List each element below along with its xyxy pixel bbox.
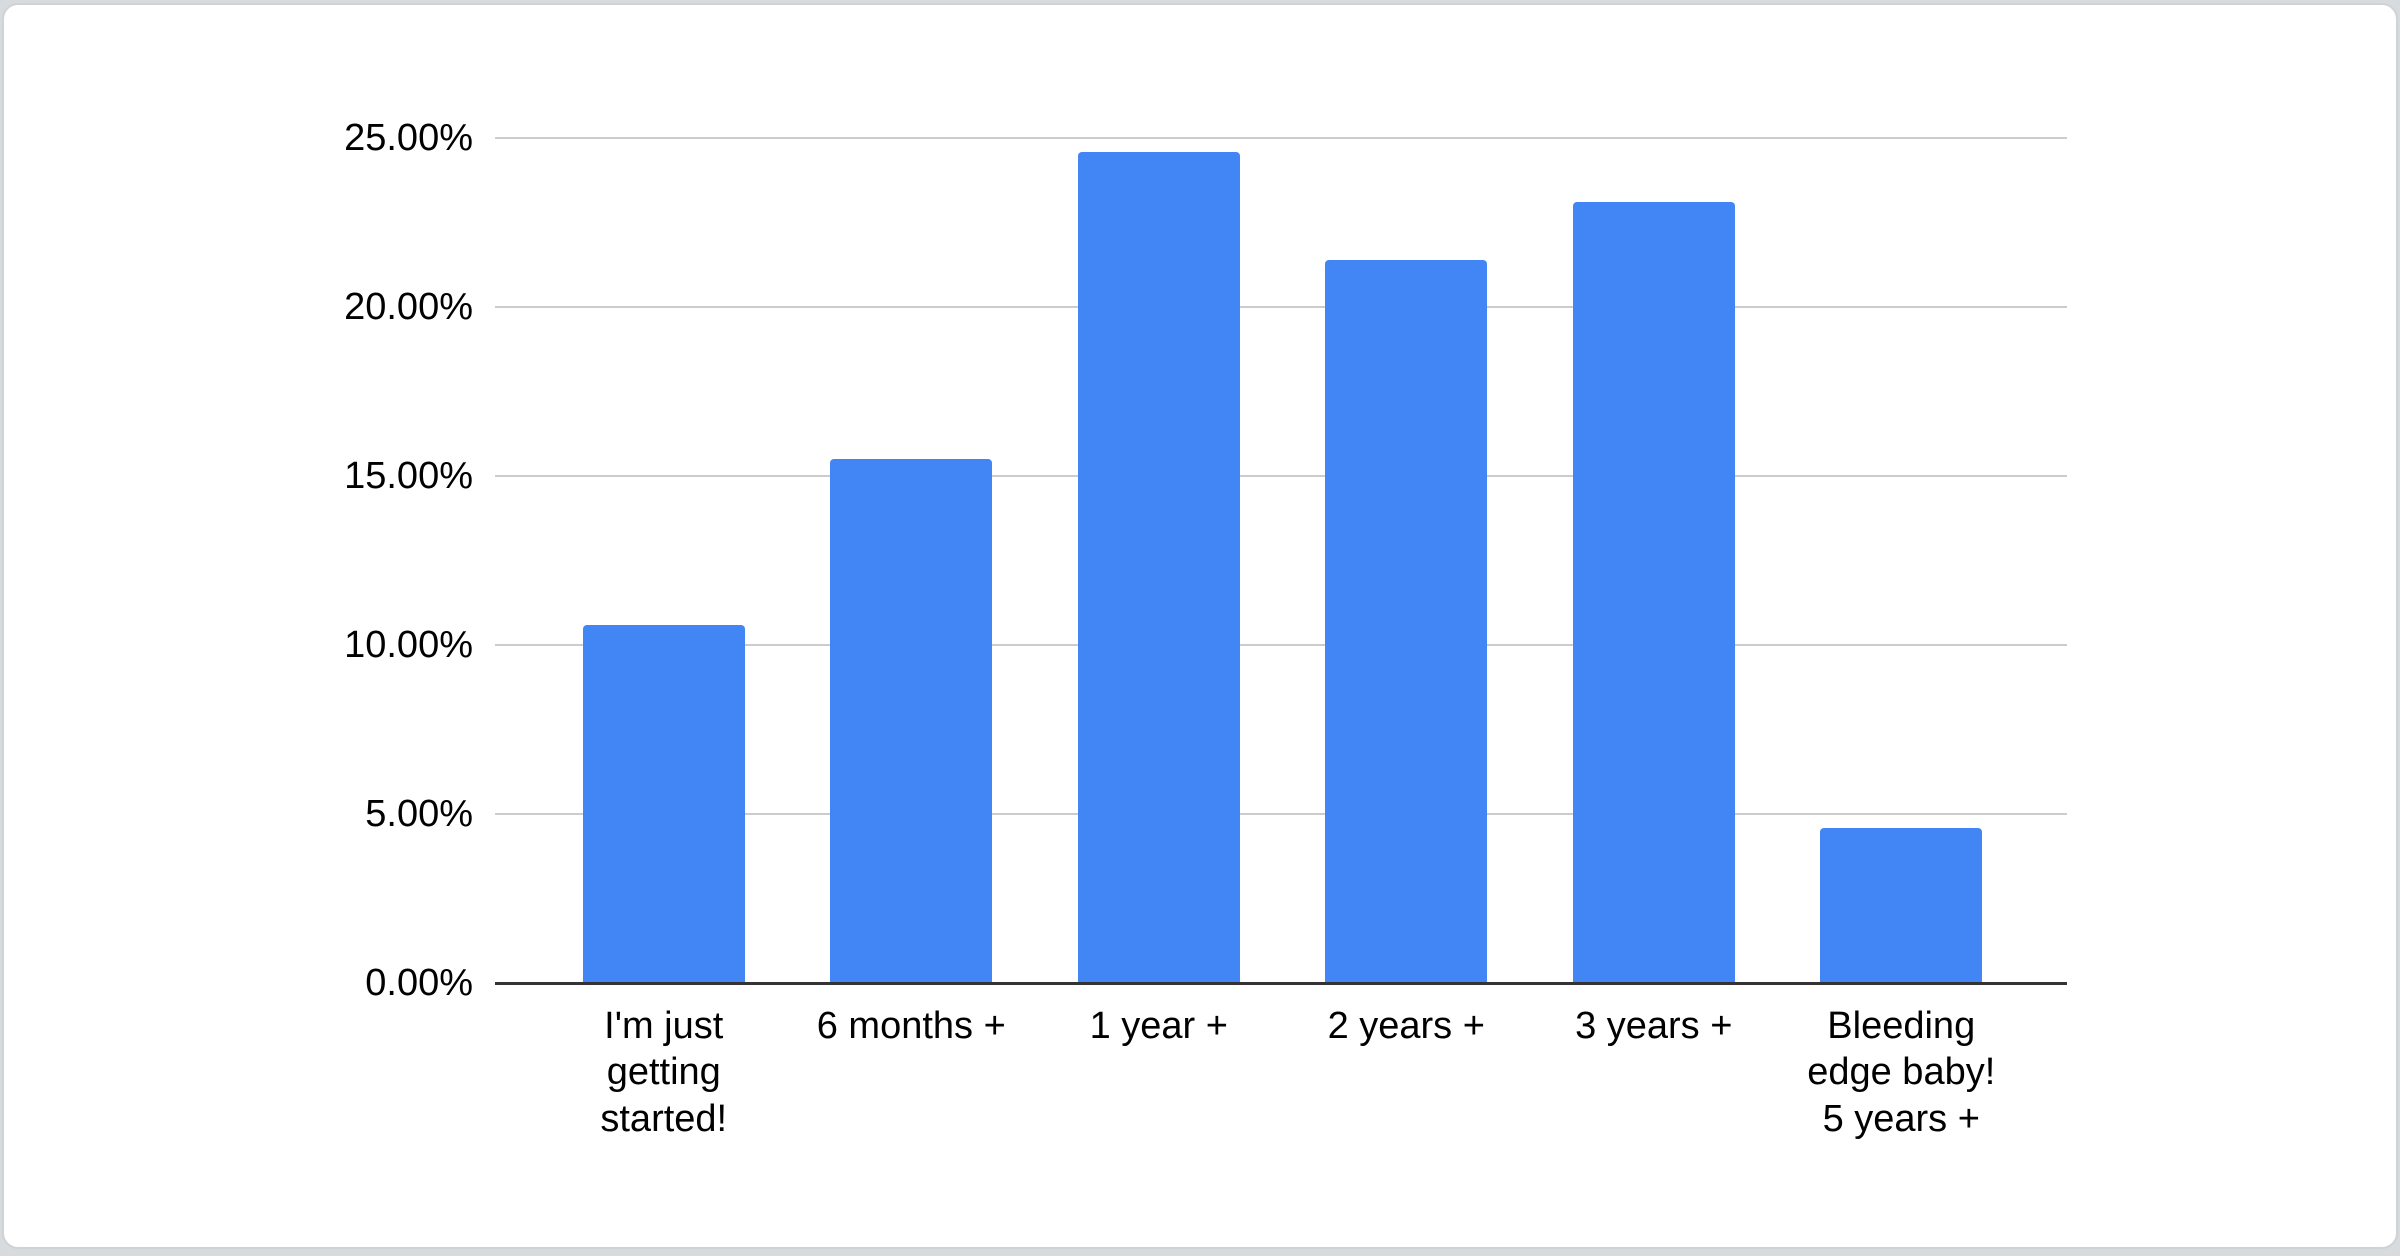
bar-5 xyxy=(1820,828,1983,983)
bar-series xyxy=(540,138,2025,983)
x-category-label-5: Bleeding edge baby! 5 years + xyxy=(1807,1005,1996,1140)
gridline-5 xyxy=(495,813,2067,815)
bar-slot-0 xyxy=(540,138,788,983)
x-category-label-4: 3 years + xyxy=(1575,1005,1733,1047)
x-category-label-3: 2 years + xyxy=(1327,1005,1485,1047)
x-axis-baseline xyxy=(495,982,2067,985)
y-tick-label-0: 0.00% xyxy=(365,962,473,1004)
bar-slot-2 xyxy=(1035,138,1283,983)
x-category-label-2: 1 year + xyxy=(1089,1005,1228,1047)
bar-slot-3 xyxy=(1283,138,1531,983)
bar-3 xyxy=(1325,260,1488,983)
bar-slot-1 xyxy=(788,138,1036,983)
plot-area: 0.00% 5.00% 10.00% 15.00% 20.00% 25.00% I'm j… xyxy=(344,119,2067,1140)
y-tick-label-5: 5.00% xyxy=(365,793,473,835)
bar-2 xyxy=(1077,152,1240,983)
gridline-25 xyxy=(495,137,2067,139)
gridline-15 xyxy=(495,475,2067,477)
gridline-20 xyxy=(495,306,2067,308)
y-tick-label-15: 15.00% xyxy=(344,455,473,497)
chart-card: 0.00% 5.00% 10.00% 15.00% 20.00% 25.00% I'm j… xyxy=(2,3,2398,1249)
x-axis-labels: I'm just getting started! 6 months + 1 yea… xyxy=(540,1003,2025,1142)
bar-0 xyxy=(582,625,745,983)
y-tick-label-10: 10.00% xyxy=(344,624,473,666)
y-tick-label-25: 25.00% xyxy=(344,117,473,159)
bar-1 xyxy=(830,459,993,983)
x-category-label-0: I'm just getting started! xyxy=(600,1005,728,1140)
x-category-label-1: 6 months + xyxy=(816,1005,1006,1047)
bar-slot-5 xyxy=(1778,138,2026,983)
y-tick-label-20: 20.00% xyxy=(344,286,473,328)
bar-4 xyxy=(1572,202,1735,983)
bar-slot-4 xyxy=(1530,138,1778,983)
gridline-10 xyxy=(495,644,2067,646)
